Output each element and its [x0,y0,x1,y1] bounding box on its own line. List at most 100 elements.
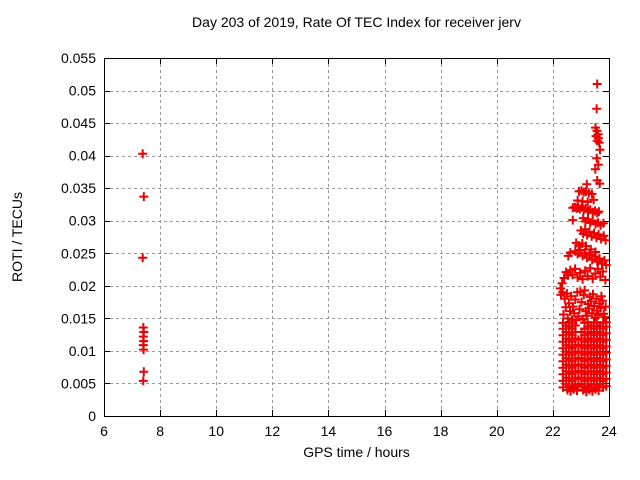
data-point-marker [138,149,148,159]
data-point-marker [575,245,585,255]
data-point-marker [592,153,602,163]
data-point-marker [596,291,606,301]
x-tick-label: 22 [545,423,561,439]
data-point-marker [600,255,609,265]
data-point-marker [589,301,599,311]
x-tick-label: 20 [489,423,505,439]
data-point-marker [583,197,593,207]
data-point-marker [575,304,584,314]
data-point-marker [601,302,611,312]
data-point-marker [589,195,599,205]
x-tick-label: 8 [156,423,164,439]
y-tick-label: 0.025 [61,245,96,261]
chart-title: Day 203 of 2019, Rate Of TEC Index for r… [192,14,521,30]
data-point-marker [585,250,595,260]
data-point-marker [580,266,590,276]
data-point-marker [594,386,604,396]
axes-border-and-ticks [104,58,610,417]
data-point-marker [590,269,600,278]
y-tick-label: 0.05 [69,83,96,99]
y-tick-label: 0.01 [69,343,96,359]
x-tick-label: 6 [100,423,108,439]
y-tick-label: 0.035 [61,180,96,196]
data-point-marker [588,289,598,299]
data-point-marker [580,248,590,258]
x-axis-label: GPS time / hours [303,444,410,460]
data-point-marker [575,287,585,297]
data-point-marker [560,294,570,304]
data-point-marker [138,253,148,263]
data-point-marker [139,367,149,377]
data-point-marker [575,268,585,278]
x-tick-label: 24 [601,423,617,439]
data-point-marker [580,285,590,295]
y-tick-label: 0 [88,408,96,424]
data-point-marker [578,274,588,284]
data-point-marker [599,309,609,319]
data-point-marker [577,297,586,307]
data-point-marker [581,241,591,251]
data-point-marker [600,275,610,285]
y-tick-label: 0.02 [69,278,96,294]
y-tick-label: 0.045 [61,115,96,131]
data-point-marker [561,267,571,277]
data-point-marker [592,79,602,89]
data-point-marker [591,247,600,257]
data-point-marker [584,304,594,314]
data-point-marker [595,179,605,189]
data-point-marker [598,267,608,276]
data-point-marker [570,295,580,304]
data-point-marker [598,218,608,228]
y-tick-label: 0.015 [61,310,96,326]
x-tick-label: 12 [265,423,281,439]
x-tick-label: 18 [433,423,449,439]
data-point-marker [589,228,599,238]
data-point-marker [570,321,580,330]
data-point-marker [570,264,580,274]
data-point-marker [139,192,149,202]
x-tick-label: 16 [377,423,393,439]
y-tick-label: 0.03 [69,213,96,229]
x-tick-label: 10 [208,423,224,439]
tick-labels: 6 8 10 12 14 16 18 20 22 24 0 0.005 0.01 0.015 0.02 0.0… [61,50,617,439]
data-point-marker [558,287,568,297]
data-point-marker [590,164,600,174]
data-point-marker [601,317,611,327]
data-point-marker [557,278,567,288]
data-point-marker [592,104,602,114]
x-tick-label: 14 [321,423,337,439]
data-point-marker [592,306,602,316]
data-point-marker [568,270,577,280]
data-point-marker [594,229,604,239]
data-point-marker [595,254,604,263]
data-point-marker [599,231,609,241]
data-point-marker [138,376,148,386]
data-point-marker [595,272,605,282]
data-point-marker [587,189,597,199]
data-point-marker [583,271,593,281]
data-point-marker [592,208,602,218]
data-point-marker [139,345,149,355]
data-point-marker [594,207,604,217]
data-point-marker [573,272,583,282]
data-point-marker [601,260,611,270]
data-point-marker [588,274,598,284]
data-point-marker [593,160,603,170]
y-tick-label: 0.04 [69,148,96,164]
y-tick-label: 0.055 [61,50,96,66]
data-point-marker [593,264,603,274]
data-point-marker [595,145,605,155]
data-point-marker [601,235,611,245]
y-tick-label: 0.005 [61,375,96,391]
data-point-marker [563,251,573,261]
data-point-marker [595,298,604,308]
grid-lines [104,58,609,416]
data-point-marker [590,313,600,323]
data-point-marker [585,263,595,273]
data-point-marker [565,265,575,275]
data-point-marker [586,296,596,306]
data-point-marker [586,244,596,254]
data-point-marker [568,215,578,225]
